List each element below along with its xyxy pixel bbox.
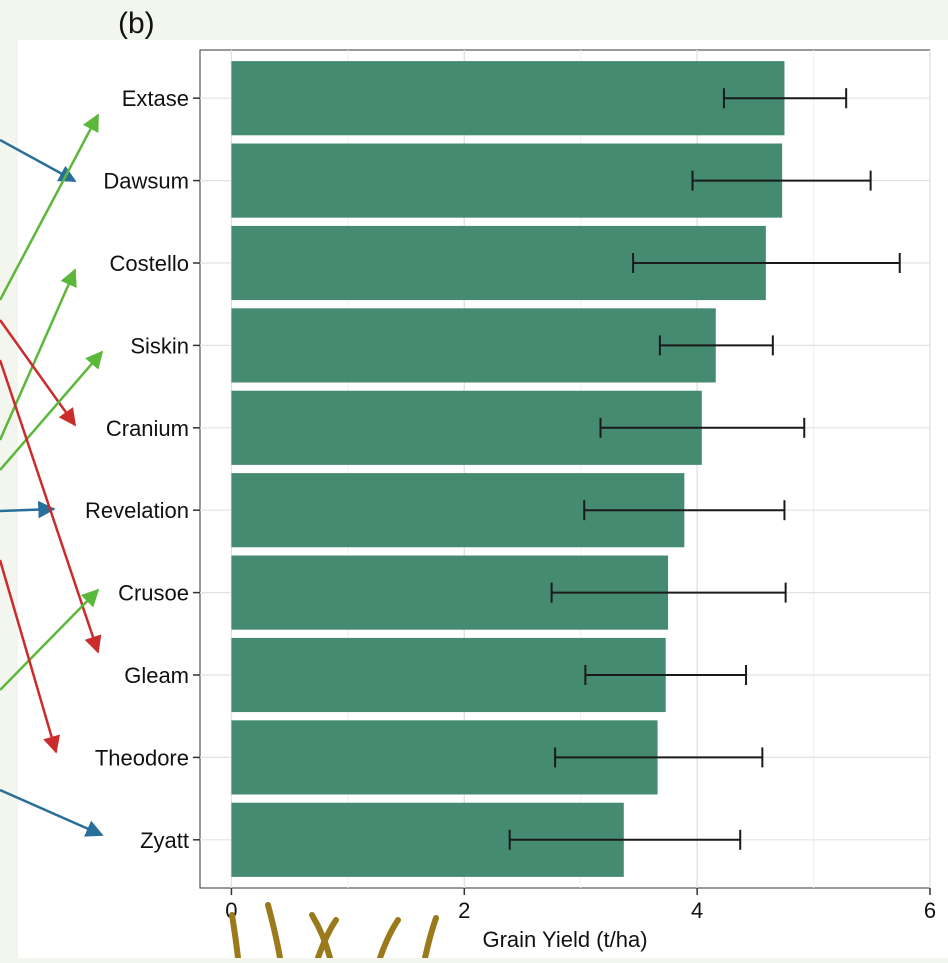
x-tick-label: 4	[691, 898, 703, 923]
error-bar-dawsum	[691, 170, 872, 191]
error-bars-group	[508, 88, 901, 850]
y-tick-label: Zyatt	[140, 828, 189, 853]
bar-siskin	[231, 308, 716, 383]
x-tick-label: 6	[924, 898, 936, 923]
bar-extase	[231, 61, 785, 136]
bar-dawsum	[231, 143, 783, 218]
arrow-blue-revelation	[0, 500, 56, 519]
y-tick-label: Costello	[110, 251, 189, 276]
error-bar-zyatt	[508, 829, 742, 850]
y-tick-label: Siskin	[130, 333, 189, 358]
decorative-arcs	[229, 902, 439, 961]
arrow-blue-zyatt	[0, 788, 104, 837]
y-tick-label: Extase	[122, 86, 189, 111]
y-tick-label: Crusoe	[118, 581, 189, 606]
error-bar-cranium	[599, 417, 806, 438]
y-axis: Extase Dawsum Costello Siskin Cranium Revelat…	[85, 86, 200, 853]
y-tick-label: Theodore	[95, 745, 189, 770]
error-bar-extase	[722, 88, 848, 109]
y-tick-label: Dawsum	[103, 169, 189, 194]
error-bar-gleam	[584, 665, 748, 685]
y-tick-label: Cranium	[106, 416, 189, 441]
y-tick-label: Gleam	[124, 663, 189, 688]
panel-label: (b)	[118, 7, 155, 40]
connector-arrows	[0, 113, 104, 837]
error-bar-theodore	[554, 747, 764, 768]
error-bar-revelation	[583, 500, 786, 521]
arrow-red-cranium	[0, 319, 77, 427]
arrow-green-costello	[0, 268, 77, 441]
error-bar-crusoe	[550, 582, 787, 603]
arrow-green-siskin	[0, 350, 104, 471]
arrow-red-theodore	[0, 559, 60, 754]
y-tick-label: Revelation	[85, 498, 189, 523]
error-bar-costello	[632, 253, 901, 273]
x-axis-label: Grain Yield (t/ha)	[482, 927, 647, 952]
arrow-green-crusoe	[0, 588, 100, 691]
arrow-green-extase	[0, 113, 100, 301]
error-bar-siskin	[658, 335, 774, 356]
x-tick-label: 2	[458, 898, 470, 923]
arrow-blue-dawsum	[0, 138, 77, 183]
